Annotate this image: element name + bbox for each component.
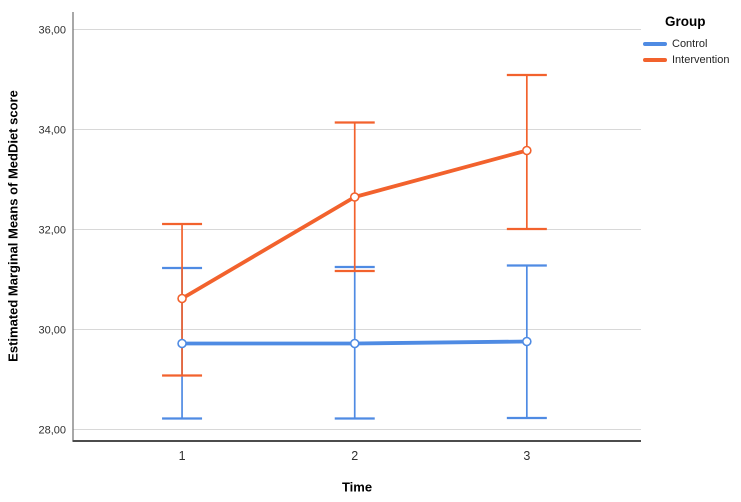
legend-entry-intervention: Intervention [643,52,741,68]
control-line-swatch [643,42,667,46]
control-marker-t2 [349,338,360,349]
intervention-marker-t1 [177,293,187,304]
y-tick-label: 34,00 [38,125,66,137]
control-marker-t3 [522,336,532,347]
x-axis-title: Time [341,479,373,495]
legend-label-control: Control [672,38,708,50]
legend-label-intervention: Intervention [672,54,730,66]
y-tick-label: 30,00 [38,325,66,337]
y-axis-title: Estimated Marginal Means of MedDiet scor… [5,90,21,362]
x-tick-label: 3 [523,449,530,463]
control-marker-t1 [177,338,187,349]
y-tick-label: 32,00 [38,225,66,237]
y-tick-label: 36,00 [38,25,66,37]
y-tick-label: 28,00 [38,425,66,437]
intervention-line-swatch [643,58,667,62]
x-tick-label: 2 [351,449,358,463]
legend: Group Control Intervention [643,12,741,68]
intervention-marker-t2 [349,192,360,202]
legend-entry-control: Control [643,36,741,52]
intervention-marker-t3 [522,145,532,156]
x-tick-label: 1 [179,449,186,463]
legend-title: Group [665,14,706,29]
